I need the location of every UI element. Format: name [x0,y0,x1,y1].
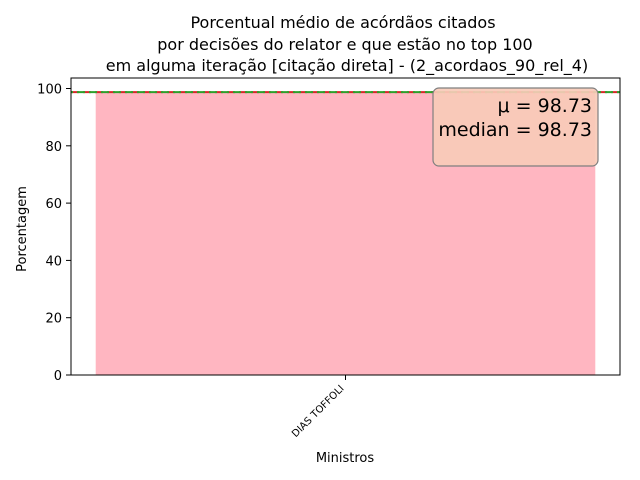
chart-title: Porcentual médio de acórdãos citados por… [106,13,588,76]
stats-box: μ = 98.73 median = 98.73 [432,87,599,167]
title-line-2: por decisões do relator e que estão no t… [157,35,532,54]
y-tick-label-2: 40 [45,254,62,269]
stats-median-label: median = 98.73 [438,119,592,141]
x-tick-label-0: DIAS TOFFOLI [290,383,347,440]
x-axis-label: Ministros [316,451,375,466]
stats-mean-label: μ = 98.73 [498,95,592,117]
plot-area: 0 20 40 60 80 100 DIAS TOFFOLI μ = 98.73 medi… [37,77,621,440]
y-tick-label-3: 60 [45,197,62,212]
y-axis-label: Porcentagem [15,186,30,272]
y-axis-ticks: 0 20 40 60 80 100 [37,83,71,384]
x-axis-ticks: DIAS TOFFOLI [290,375,347,440]
y-tick-label-4: 80 [45,140,62,155]
title-line-1: Porcentual médio de acórdãos citados [190,13,495,32]
y-tick-label-5: 100 [37,83,62,98]
stats-box-background [432,87,599,167]
title-line-3: em alguma iteração [citação direta] - (2… [106,56,588,76]
y-tick-label-0: 0 [54,369,62,384]
y-tick-label-1: 20 [45,312,62,327]
